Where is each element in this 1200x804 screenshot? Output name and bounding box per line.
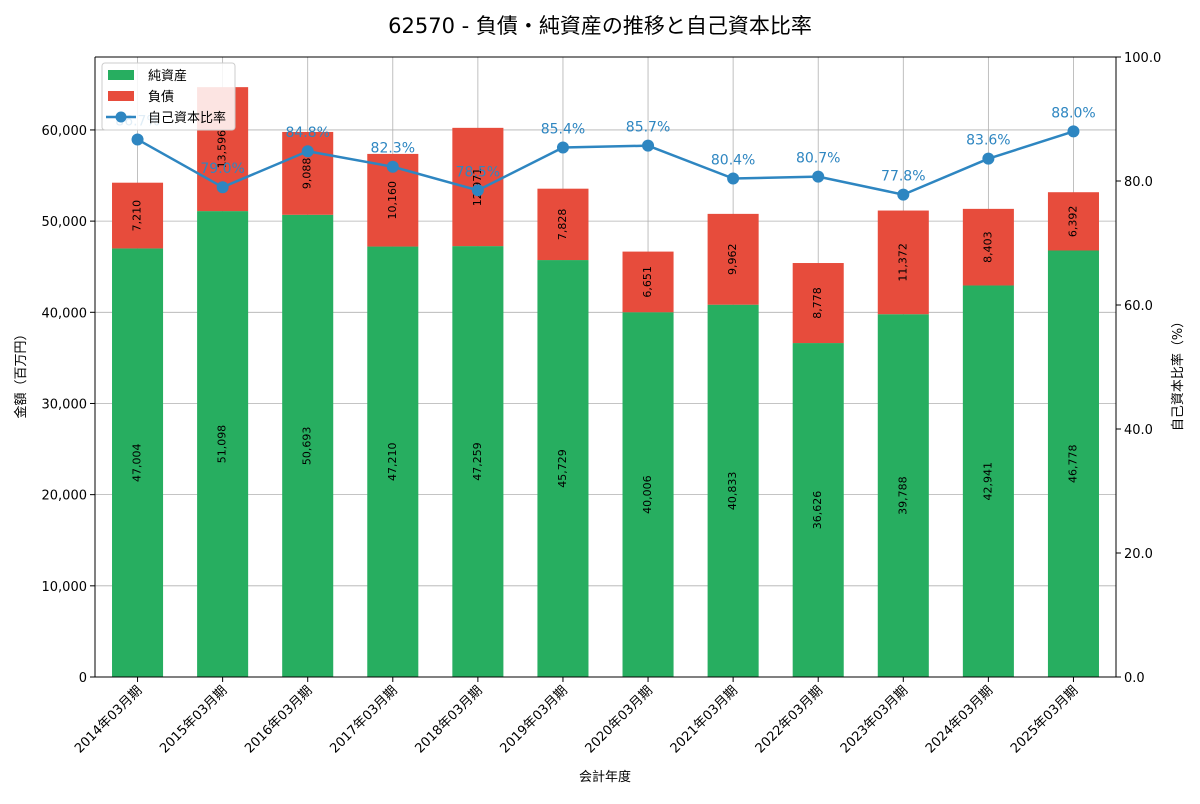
equity-ratio-point bbox=[301, 145, 314, 158]
y2-tick-label: 60.0 bbox=[1124, 299, 1153, 314]
legend-swatch-net-assets bbox=[108, 70, 134, 80]
bar-label-net-assets: 47,259 bbox=[471, 442, 484, 481]
y2-axis-title: 自己資本比率（%） bbox=[1170, 315, 1186, 431]
equity-ratio-point bbox=[556, 141, 569, 154]
y-tick-label: 30,000 bbox=[42, 397, 88, 412]
bar-label-net-assets: 40,833 bbox=[726, 472, 739, 511]
legend-marker-equity-ratio bbox=[115, 111, 127, 123]
legend-label-equity-ratio: 自己資本比率 bbox=[148, 110, 226, 126]
bar-liabilities bbox=[962, 208, 1014, 286]
bar-net-assets bbox=[367, 246, 419, 677]
equity-ratio-point bbox=[812, 170, 825, 183]
y-tick-label: 20,000 bbox=[42, 489, 88, 504]
bar-net-assets bbox=[197, 211, 249, 677]
y2-tick-label: 100.0 bbox=[1124, 51, 1161, 66]
bar-net-assets bbox=[877, 314, 929, 677]
equity-ratio-point bbox=[386, 160, 399, 173]
legend: 純資産 負債 自己資本比率 bbox=[101, 62, 236, 131]
equity-ratio-point bbox=[982, 152, 995, 165]
bar-label-net-assets: 40,006 bbox=[641, 475, 654, 514]
bar-label-liabilities: 10,160 bbox=[386, 181, 399, 220]
equity-ratio-label: 80.4% bbox=[711, 153, 755, 169]
bar-net-assets bbox=[1047, 250, 1099, 678]
bar-liabilities bbox=[1047, 192, 1099, 251]
x-axis-title: 会計年度 bbox=[579, 769, 631, 785]
chart-title: 62570 - 負債・純資産の推移と自己資本比率 bbox=[388, 14, 812, 38]
bar-liabilities bbox=[112, 182, 164, 249]
bar-label-liabilities: 7,210 bbox=[131, 200, 144, 232]
equity-ratio-label: 85.4% bbox=[541, 122, 585, 138]
equity-ratio-point bbox=[471, 184, 484, 197]
bar-label-net-assets: 51,098 bbox=[216, 425, 229, 464]
equity-ratio-label: 84.8% bbox=[285, 125, 329, 141]
bar-liabilities bbox=[877, 210, 929, 315]
bar-net-assets bbox=[112, 248, 164, 677]
bar-label-liabilities: 8,778 bbox=[811, 287, 824, 319]
legend-box bbox=[101, 62, 236, 131]
equity-ratio-label: 79.0% bbox=[200, 161, 244, 177]
equity-ratio-label: 88.0% bbox=[1051, 105, 1095, 121]
bar-liabilities bbox=[792, 263, 844, 344]
bar-liabilities bbox=[537, 188, 589, 261]
y-tick-label: 10,000 bbox=[42, 580, 88, 595]
equity-ratio-point bbox=[216, 181, 229, 194]
y-tick-label: 50,000 bbox=[42, 215, 88, 230]
bar-net-assets bbox=[707, 304, 759, 677]
y2-tick-label: 80.0 bbox=[1124, 175, 1153, 190]
bar-label-net-assets: 45,729 bbox=[556, 449, 569, 488]
legend-label-net-assets: 純資産 bbox=[148, 68, 187, 84]
bar-label-net-assets: 39,788 bbox=[896, 476, 909, 515]
y2-tick-label: 0.0 bbox=[1124, 671, 1145, 686]
equity-ratio-label: 80.7% bbox=[796, 151, 840, 167]
bar-label-liabilities: 11,372 bbox=[896, 243, 909, 282]
legend-label-liabilities: 負債 bbox=[148, 90, 174, 105]
bar-net-assets bbox=[792, 343, 844, 677]
bar-label-net-assets: 47,004 bbox=[131, 443, 144, 482]
bar-net-assets bbox=[282, 214, 334, 677]
equity-ratio-label: 77.8% bbox=[881, 169, 925, 185]
bar-label-liabilities: 7,828 bbox=[556, 209, 569, 241]
bar-label-net-assets: 42,941 bbox=[981, 462, 994, 501]
bar-label-liabilities: 9,962 bbox=[726, 244, 739, 276]
y2-tick-label: 20.0 bbox=[1124, 547, 1153, 562]
equity-ratio-point bbox=[897, 188, 910, 201]
bar-label-net-assets: 46,778 bbox=[1066, 444, 1079, 483]
bar-label-liabilities: 8,403 bbox=[981, 231, 994, 263]
bar-label-net-assets: 50,693 bbox=[301, 427, 314, 466]
y-tick-label: 40,000 bbox=[42, 306, 88, 321]
bar-net-assets bbox=[537, 260, 589, 677]
bar-net-assets bbox=[962, 285, 1014, 677]
equity-ratio-label: 78.5% bbox=[456, 164, 500, 180]
bar-net-assets bbox=[452, 246, 504, 677]
bar-liabilities bbox=[622, 251, 674, 313]
y-axis-title: 金額（百万円） bbox=[13, 327, 29, 418]
y2-tick-label: 40.0 bbox=[1124, 423, 1153, 438]
bar-net-assets bbox=[622, 312, 674, 677]
equity-ratio-label: 83.6% bbox=[966, 133, 1010, 149]
legend-swatch-liabilities bbox=[108, 91, 134, 101]
equity-ratio-line bbox=[136, 130, 1074, 196]
equity-ratio-label: 85.7% bbox=[626, 120, 670, 136]
bar-label-net-assets: 36,626 bbox=[811, 491, 824, 530]
bar-liabilities bbox=[707, 213, 759, 305]
bar-label-liabilities: 13,596 bbox=[216, 130, 229, 169]
bar-label-net-assets: 47,210 bbox=[386, 443, 399, 482]
y-tick-label: 0 bbox=[79, 671, 87, 686]
equity-ratio-point bbox=[1067, 125, 1080, 138]
equity-ratio-point bbox=[131, 133, 144, 146]
equity-ratio-point bbox=[642, 139, 655, 152]
equity-ratio-label: 82.3% bbox=[371, 141, 415, 157]
bar-label-liabilities: 6,651 bbox=[641, 266, 654, 298]
y-tick-label: 60,000 bbox=[42, 124, 88, 139]
equity-ratio-point bbox=[727, 172, 740, 185]
bar-label-liabilities: 6,392 bbox=[1066, 206, 1079, 238]
bar-label-liabilities: 9,088 bbox=[301, 158, 314, 190]
